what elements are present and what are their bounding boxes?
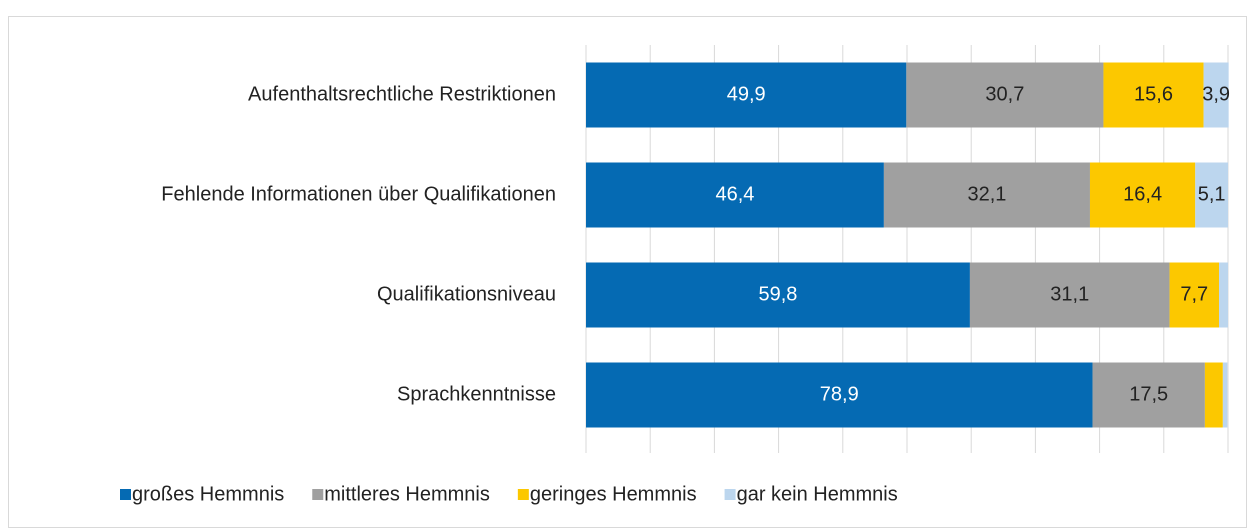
data-label: 3,9	[1202, 83, 1230, 105]
bar-segment	[1169, 262, 1220, 328]
y-tick-label: Qualifikationsniveau	[377, 283, 556, 305]
bar-segment	[1219, 262, 1228, 328]
bar-segment	[1103, 62, 1204, 128]
data-label: 30,7	[985, 83, 1024, 105]
bar-segment	[906, 62, 1104, 128]
data-label: 15,6	[1134, 83, 1173, 105]
y-tick-label: Aufenthaltsrechtliche Restriktionen	[248, 83, 556, 105]
data-label: 49,9	[727, 83, 766, 105]
legend-label: großes Hemmnis	[132, 483, 284, 505]
bar-segment	[586, 62, 907, 128]
bar-segment	[883, 162, 1090, 228]
legend-swatch	[517, 489, 529, 500]
data-label: 46,4	[715, 183, 754, 205]
data-label: 78,9	[820, 383, 859, 405]
y-tick-label: Sprachkenntnisse	[397, 383, 556, 405]
legend-label: gar kein Hemmnis	[737, 483, 898, 505]
data-label: 7,7	[1180, 283, 1208, 305]
bar-segment	[1204, 362, 1223, 428]
data-label: 32,1	[967, 183, 1006, 205]
data-label: 5,1	[1198, 183, 1226, 205]
data-label: 17,5	[1129, 383, 1168, 405]
bar-segment	[586, 362, 1093, 428]
bar-segment	[1089, 162, 1196, 228]
y-tick-label: Fehlende Informationen über Qualifikatio…	[161, 183, 556, 205]
bar-segment	[586, 162, 884, 228]
bar-segment	[1222, 362, 1228, 428]
bar-segment	[1195, 162, 1228, 228]
legend-swatch	[120, 489, 131, 500]
bar-segment	[969, 262, 1170, 328]
data-label: 16,4	[1123, 183, 1162, 205]
data-label: 59,8	[758, 283, 797, 305]
data-label: 31,1	[1050, 283, 1089, 305]
bar-segment	[586, 262, 970, 328]
legend-swatch	[312, 489, 324, 500]
legend-label: geringes Hemmnis	[530, 483, 697, 505]
legend-label: mittleres Hemmnis	[324, 483, 490, 505]
bar-segment	[1092, 362, 1205, 428]
bar-segment	[1203, 62, 1229, 128]
legend-swatch	[724, 489, 736, 500]
